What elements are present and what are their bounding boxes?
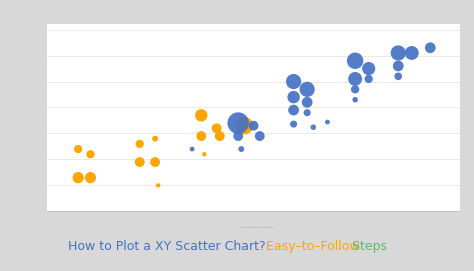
- Text: ─────────: ─────────: [239, 227, 273, 231]
- Point: [151, 160, 159, 164]
- Point: [427, 46, 434, 50]
- Point: [235, 134, 242, 138]
- Text: How to Plot a XY Scatter Chart?: How to Plot a XY Scatter Chart?: [68, 240, 265, 253]
- Point: [256, 134, 264, 138]
- Point: [213, 126, 220, 130]
- Point: [136, 142, 144, 146]
- Point: [394, 51, 402, 55]
- Point: [241, 124, 248, 128]
- Point: [290, 108, 297, 112]
- Point: [290, 95, 297, 99]
- Point: [216, 134, 224, 138]
- Point: [74, 147, 82, 151]
- Point: [303, 100, 311, 105]
- Point: [408, 51, 416, 55]
- Point: [136, 160, 144, 164]
- Point: [74, 175, 82, 180]
- Text: Steps: Steps: [348, 240, 387, 253]
- Point: [151, 137, 159, 141]
- Point: [351, 98, 359, 102]
- Point: [394, 64, 402, 68]
- Point: [303, 111, 311, 115]
- Point: [290, 79, 297, 84]
- Point: [303, 87, 311, 92]
- Point: [394, 74, 402, 79]
- Point: [87, 175, 94, 180]
- Point: [198, 134, 205, 138]
- Point: [87, 152, 94, 156]
- Point: [365, 77, 373, 81]
- Point: [250, 124, 257, 128]
- Point: [290, 122, 297, 126]
- Point: [351, 87, 359, 92]
- Point: [310, 125, 317, 130]
- Point: [201, 152, 208, 156]
- Point: [351, 59, 359, 63]
- Point: [365, 66, 373, 71]
- Point: [235, 121, 242, 125]
- Point: [351, 77, 359, 81]
- Point: [237, 147, 245, 151]
- Point: [155, 183, 162, 188]
- Point: [324, 120, 331, 124]
- Text: Easy–to–Follow: Easy–to–Follow: [262, 240, 359, 253]
- Point: [188, 147, 196, 151]
- Point: [198, 113, 205, 117]
